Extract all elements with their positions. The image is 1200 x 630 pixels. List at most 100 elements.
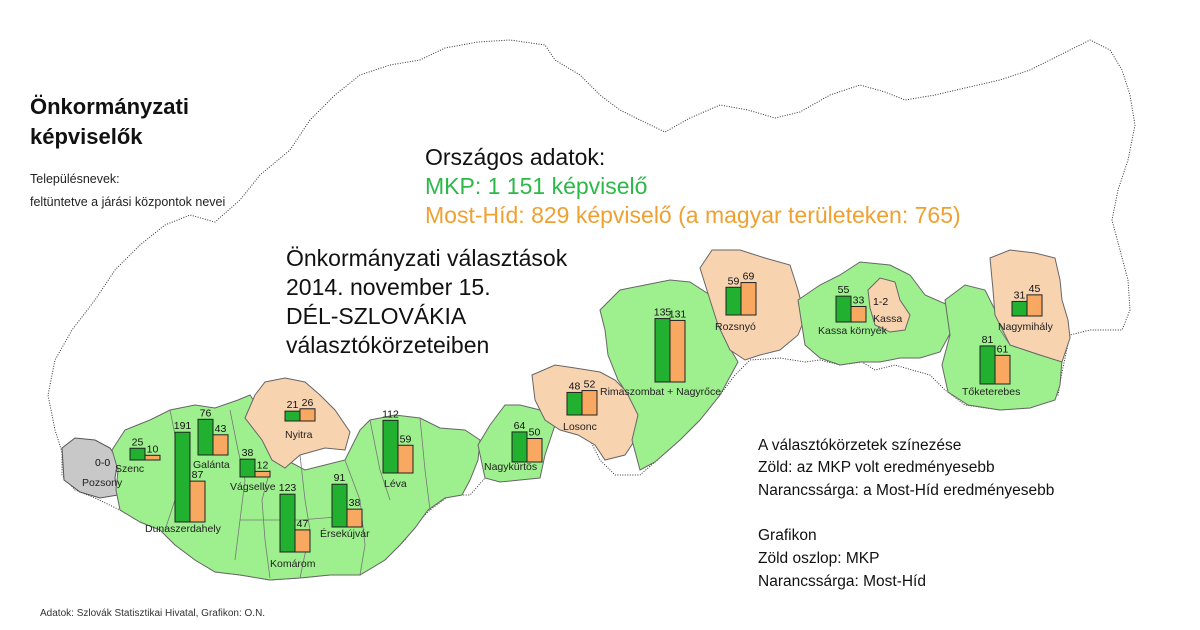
district-rozsnyo: 59 69 Rozsnyó bbox=[715, 271, 757, 333]
region-pozsony bbox=[61, 437, 119, 499]
bar-mosthid-ersekujvar bbox=[346, 508, 363, 528]
district-name-galanta: Galánta bbox=[193, 459, 230, 471]
district-name-pozsony: Pozsony bbox=[82, 477, 123, 489]
district-name-szenc: Szenc bbox=[115, 463, 144, 475]
value-mkp-leva: 112 bbox=[382, 408, 399, 420]
value-mosthid-nyitra: 26 bbox=[302, 397, 314, 409]
bar-mosthid-dunaszerdahely bbox=[189, 480, 206, 523]
district-kassa: 1-2 Kassa bbox=[873, 296, 902, 325]
bar-mkp-nagymihaly bbox=[1011, 300, 1028, 317]
value-mosthid-komarom: 47 bbox=[297, 518, 309, 530]
value-mkp-rozsnyo: 59 bbox=[728, 275, 740, 287]
district-name-nyitra: Nyitra bbox=[285, 429, 313, 441]
value-mosthid-toketerebes: 61 bbox=[997, 343, 1009, 355]
bar-mkp-toketerebes bbox=[979, 345, 996, 385]
title-line-2: képviselők bbox=[30, 124, 143, 149]
value-mosthid-szenc: 10 bbox=[147, 443, 159, 455]
district-name-komarom: Komárom bbox=[270, 558, 316, 570]
bar-mosthid-kassa-kornyek bbox=[850, 305, 867, 323]
national-mosthid: Most-Híd: 829 képviselő (a magyar terüle… bbox=[425, 202, 961, 228]
district-name-ersekujvar: Érsekújvár bbox=[320, 527, 370, 540]
legend-coloring-green: Zöld: az MKP volt eredményesebb bbox=[758, 459, 995, 476]
legend-chart-title: Grafikon bbox=[758, 527, 817, 544]
bar-mkp-vagsellye bbox=[239, 458, 256, 478]
bar-mkp-rimaszombat-nagyroce bbox=[654, 318, 671, 383]
value-mkp-toketerebes: 81 bbox=[982, 334, 994, 346]
district-name-nagykurtos: Nagykürtös bbox=[484, 461, 537, 473]
value-mkp-ersekujvar: 91 bbox=[334, 472, 346, 484]
bar-mkp-losonc bbox=[566, 391, 583, 416]
region-toketerebes bbox=[941, 284, 1063, 411]
title-line-1: Önkormányzati bbox=[30, 94, 189, 119]
district-leva: 112 59 Léva bbox=[382, 408, 414, 490]
bar-mosthid-losonc bbox=[581, 390, 598, 416]
national-mkp: MKP: 1 151 képviselő bbox=[425, 173, 648, 199]
district-name-vagsellye: Vágsellye bbox=[230, 481, 276, 493]
value-mosthid-kassa-kornyek: 33 bbox=[853, 294, 865, 306]
value-mkp-nagykurtos: 64 bbox=[514, 420, 526, 432]
settlement-note-line-2: feltüntetve a járási központok nevei bbox=[30, 195, 226, 209]
bar-mosthid-nagykurtos bbox=[526, 438, 543, 463]
bar-mosthid-galanta bbox=[212, 434, 229, 456]
settlement-note-line-1: Településnevek: bbox=[30, 172, 120, 186]
value-mkp-nyitra: 21 bbox=[287, 399, 299, 411]
bar-mkp-dunaszerdahely bbox=[174, 431, 191, 523]
district-name-toketerebes: Tőketerebes bbox=[962, 386, 1020, 398]
bar-mkp-galanta bbox=[197, 418, 214, 456]
bar-mkp-kassa-kornyek bbox=[835, 295, 852, 323]
bar-mosthid-rimaszombat-nagyroce bbox=[669, 319, 686, 383]
bar-mosthid-nagymihaly bbox=[1026, 294, 1043, 317]
bar-mosthid-leva bbox=[397, 444, 414, 474]
source-note: Adatok: Szlovák Statisztikai Hivatal, Gr… bbox=[40, 608, 266, 619]
national-heading: Országos adatok: bbox=[425, 144, 606, 170]
value-mosthid-dunaszerdahely: 87 bbox=[192, 469, 204, 481]
map-title: Önkormányzati képviselők bbox=[30, 92, 189, 152]
value-mosthid-nagymihaly: 45 bbox=[1029, 283, 1041, 295]
value-mkp-dunaszerdahely: 191 bbox=[174, 420, 192, 432]
value-mosthid-rimaszombat-nagyroce: 131 bbox=[669, 308, 687, 320]
bar-mkp-leva bbox=[382, 419, 399, 474]
value-kassa: 1-2 bbox=[873, 296, 888, 308]
district-pozsony: 0-0 Pozsony bbox=[82, 457, 123, 489]
value-mkp-kassa-kornyek: 55 bbox=[838, 284, 850, 296]
value-mkp-vagsellye: 38 bbox=[242, 447, 254, 459]
bar-mosthid-toketerebes bbox=[994, 354, 1011, 385]
value-mkp-szenc: 25 bbox=[132, 436, 144, 448]
value-mkp-galanta: 76 bbox=[200, 407, 212, 419]
value-mosthid-ersekujvar: 38 bbox=[349, 497, 361, 509]
district-name-kassa-kornyek: Kassa környék bbox=[818, 325, 888, 337]
district-name-rimaszombat-nagyroce: Rimaszombat + Nagyrőce bbox=[600, 386, 721, 398]
value-mkp-rimaszombat-nagyroce: 135 bbox=[654, 307, 672, 319]
district-name-losonc: Losonc bbox=[563, 421, 597, 433]
value-mkp-losonc: 48 bbox=[569, 380, 581, 392]
election-line-3: DÉL-SZLOVÁKIA bbox=[286, 303, 467, 329]
value-mkp-nagymihaly: 31 bbox=[1014, 289, 1026, 301]
value-pozsony: 0-0 bbox=[95, 457, 110, 469]
bar-mkp-szenc bbox=[129, 447, 146, 461]
district-name-kassa: Kassa bbox=[873, 313, 902, 325]
region-kassa bbox=[867, 277, 911, 333]
bar-mosthid-komarom bbox=[294, 529, 311, 553]
value-mosthid-rozsnyo: 69 bbox=[743, 271, 755, 283]
district-nyitra: 21 26 Nyitra bbox=[284, 397, 316, 441]
bar-mkp-nagykurtos bbox=[511, 431, 528, 463]
election-line-4: választókörzeteiben bbox=[286, 332, 490, 358]
district-dunaszerdahely: 191 87 Dunaszerdahely bbox=[145, 420, 222, 535]
bar-mosthid-szenc bbox=[144, 454, 161, 461]
bar-mkp-nyitra bbox=[284, 410, 301, 422]
bar-mosthid-rozsnyo bbox=[740, 282, 757, 316]
value-mkp-komarom: 123 bbox=[279, 482, 297, 494]
district-name-dunaszerdahely: Dunaszerdahely bbox=[145, 523, 222, 535]
value-mosthid-losonc: 52 bbox=[584, 379, 596, 391]
bar-mkp-rozsnyo bbox=[725, 286, 742, 316]
value-mosthid-leva: 59 bbox=[400, 433, 412, 445]
district-ersekujvar: 91 38 Érsekújvár bbox=[320, 472, 370, 540]
election-line-2: 2014. november 15. bbox=[286, 274, 491, 300]
